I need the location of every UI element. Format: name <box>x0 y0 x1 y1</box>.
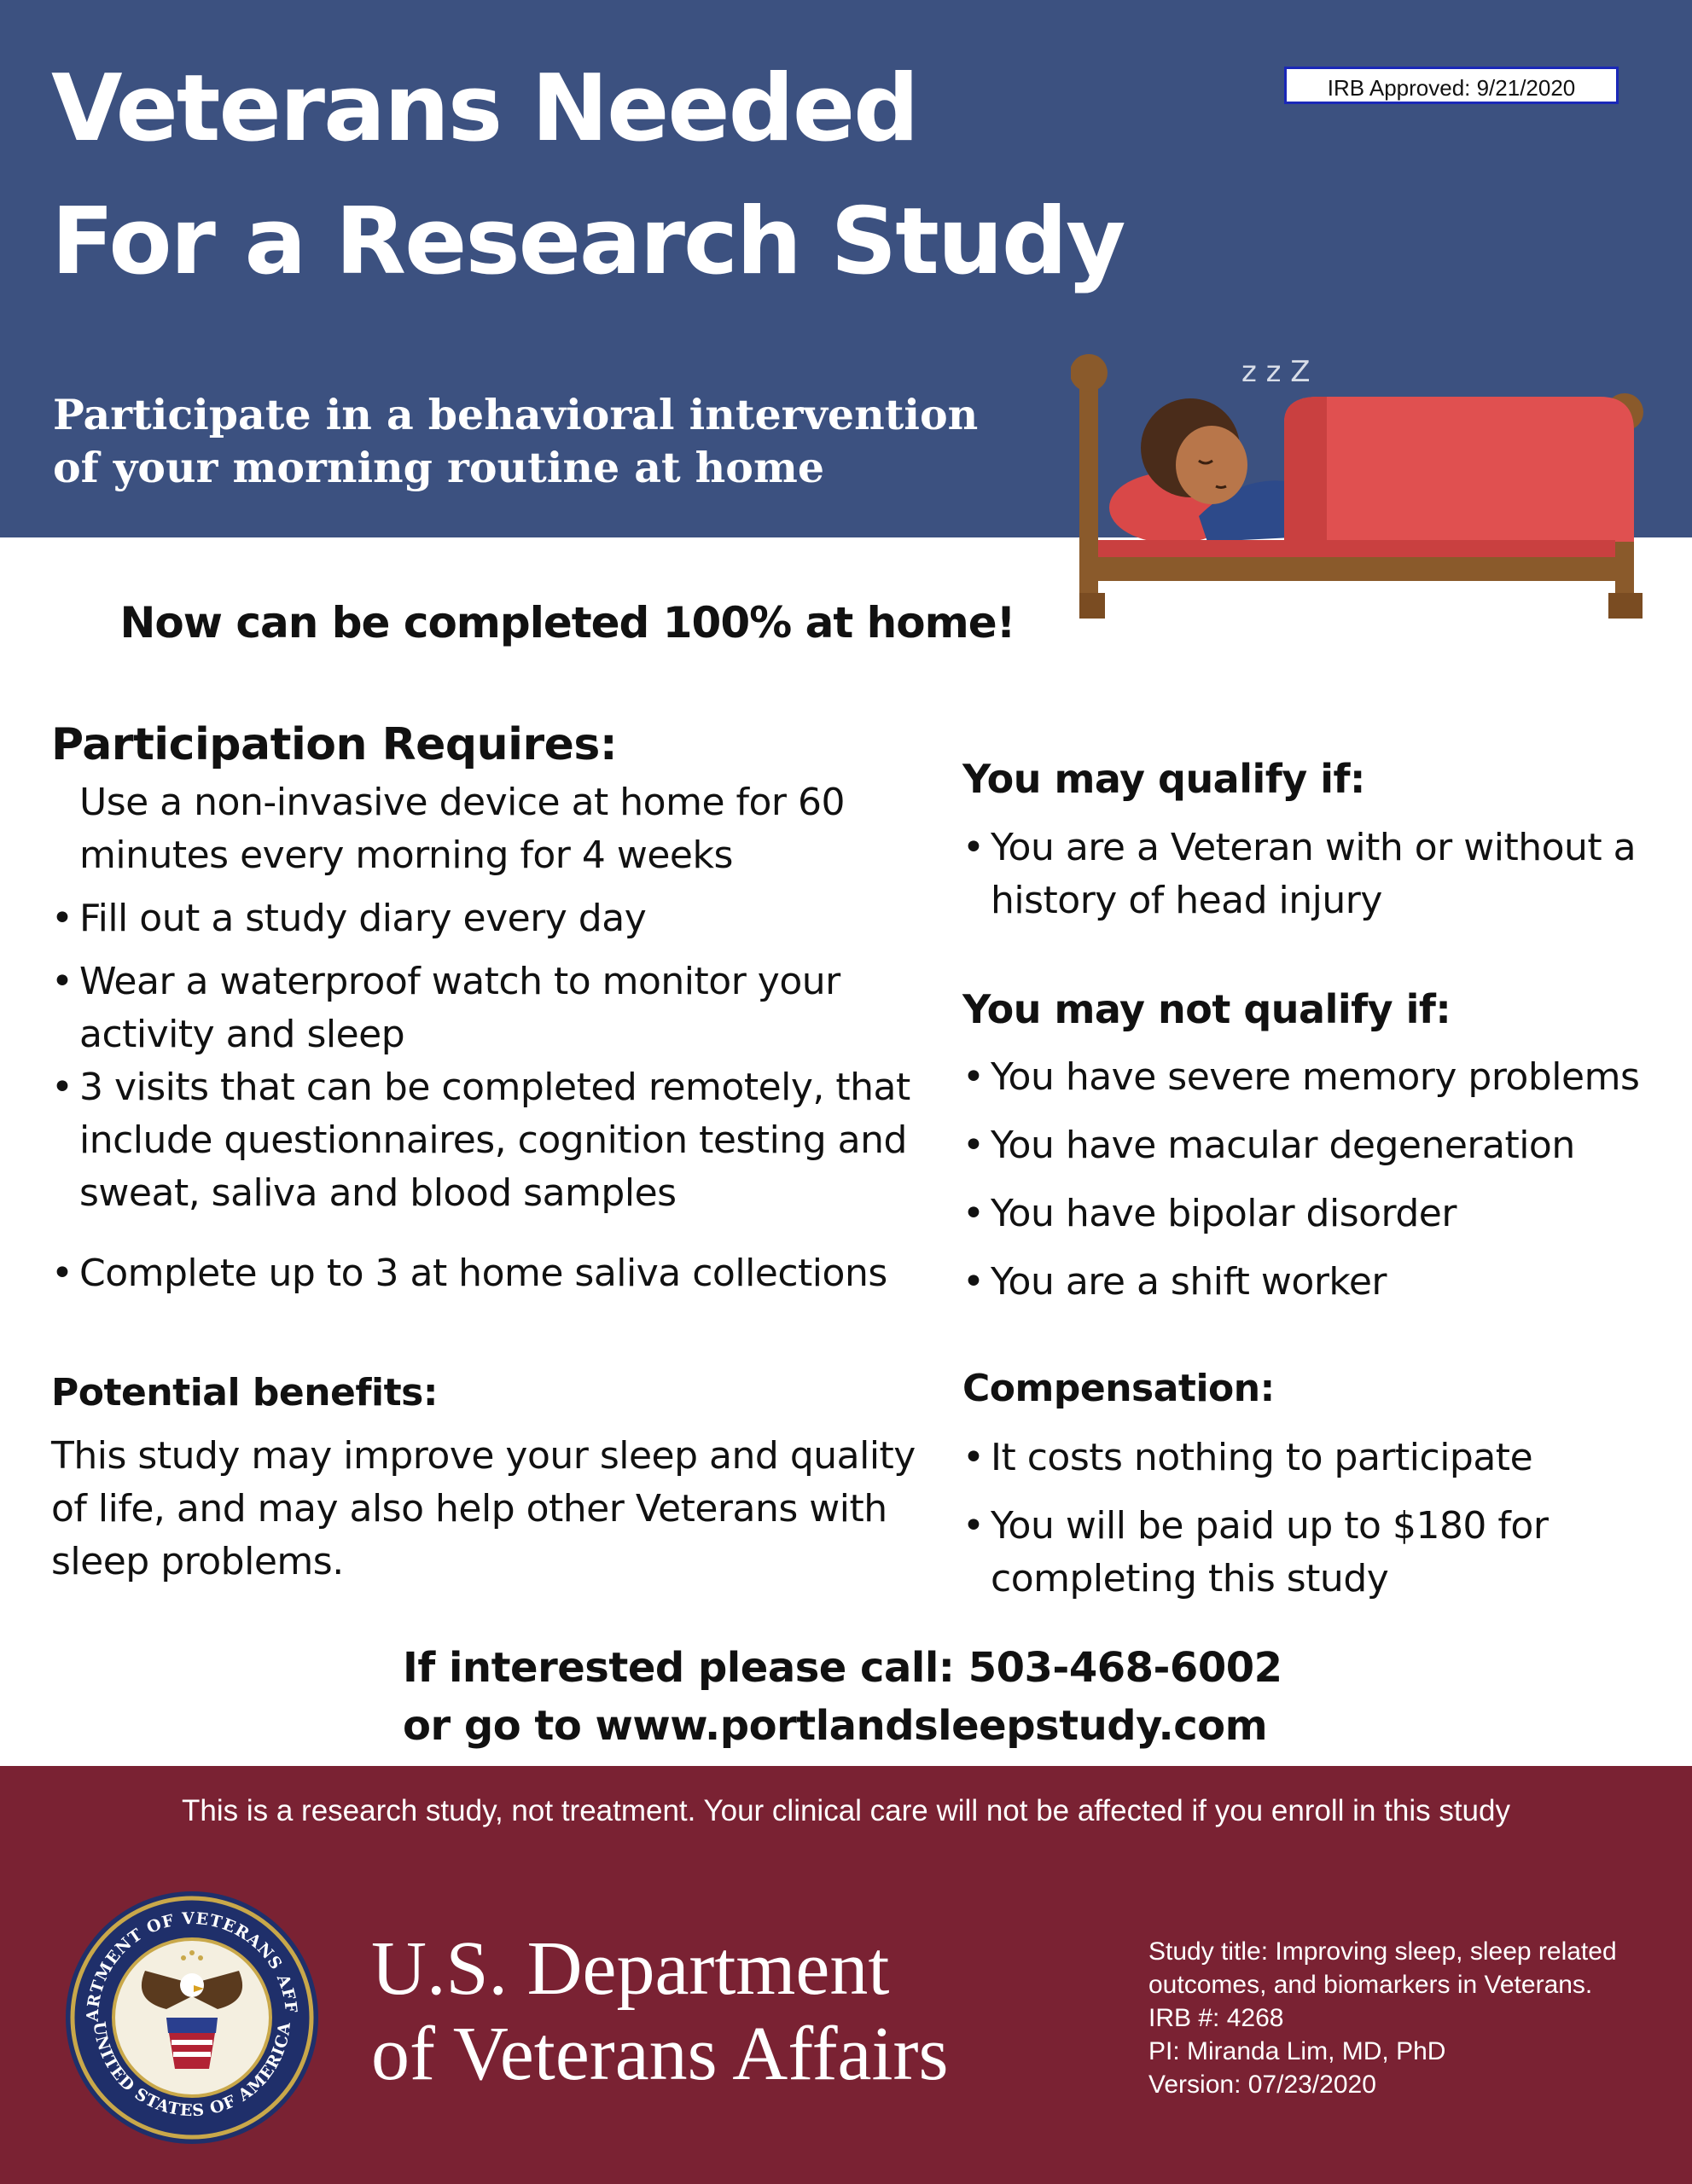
list-item-text: Use a non-invasive device at home for 60… <box>79 781 845 877</box>
list-item: • 3 visits that can be completed remotely… <box>51 1061 956 1220</box>
mouth <box>1215 485 1227 489</box>
closed-eye <box>1198 459 1213 465</box>
not-qualify-heading: You may not qualify if: <box>962 986 1451 1032</box>
list-item: • You have severe memory problems <box>962 1051 1671 1104</box>
list-item: • Wear a waterproof watch to monitor your… <box>51 956 956 1061</box>
sleeping-person-illustration: z z Z <box>1071 354 1643 619</box>
dept-line-1: U.S. Department <box>371 1926 890 2011</box>
list-item-text: You have bipolar disorder <box>991 1192 1457 1235</box>
blanket-fold <box>1284 397 1327 542</box>
title-line-1: Veterans Needed <box>51 55 919 162</box>
title-line-2: For a Research Study <box>51 189 1126 295</box>
bullet: • <box>962 826 985 869</box>
bullet: • <box>51 1252 73 1295</box>
bed-leg-right <box>1608 593 1643 619</box>
list-item-text: Fill out a study diary every day <box>79 897 647 940</box>
not-qualify-list: • You have severe memory problems • You ha… <box>962 1051 1671 1324</box>
headboard-knob <box>1071 354 1108 392</box>
footer-banner: This is a research study, not treatment.… <box>0 1766 1692 2184</box>
compensation-heading: Compensation: <box>962 1367 1275 1410</box>
list-item: Use a non-invasive device at home for 60… <box>51 776 956 882</box>
participation-heading: Participation Requires: <box>51 719 618 770</box>
bed-leg-left <box>1079 593 1105 619</box>
list-item: • Fill out a study diary every day <box>51 892 956 945</box>
subtitle-line-1: Participate in a behavioral intervention <box>53 390 979 439</box>
benefits-heading: Potential benefits: <box>51 1371 438 1414</box>
pajama-body <box>1199 480 1293 542</box>
face <box>1176 426 1247 504</box>
bullet: • <box>962 1260 985 1304</box>
qualify-heading: You may qualify if: <box>962 756 1365 802</box>
list-item-text: Complete up to 3 at home saliva collecti… <box>79 1252 887 1295</box>
version: Version: 07/23/2020 <box>1148 2071 1376 2099</box>
headboard-post <box>1079 363 1098 619</box>
list-item-text: 3 visits that can be completed remotely,… <box>79 1066 910 1215</box>
snore-icon: z z Z <box>1241 355 1311 389</box>
mattress <box>1098 540 1615 557</box>
bullet: • <box>962 1504 985 1548</box>
list-item-text: It costs nothing to participate <box>991 1436 1533 1479</box>
header-banner: Veterans Needed For a Research Study IRB… <box>0 0 1692 537</box>
disclaimer-text: This is a research study, not treatment.… <box>182 1794 1510 1827</box>
list-item-text: Wear a waterproof watch to monitor your … <box>79 960 840 1056</box>
list-item-text: You will be paid up to $180 for completi… <box>991 1504 1549 1600</box>
list-item-text: You are a Veteran with or without a hist… <box>991 826 1637 922</box>
list-item-text: You are a shift worker <box>991 1260 1387 1304</box>
compensation-list: • It costs nothing to participate • You wi… <box>962 1432 1671 1621</box>
va-seal-icon: DEPARTMENT OF VETERANS AFFAIRS UNITED ST… <box>64 1890 318 2144</box>
participation-list: Use a non-invasive device at home for 60… <box>51 776 956 1300</box>
list-item-text: You have severe memory problems <box>991 1055 1640 1099</box>
va-department-name: U.S. Department of Veterans Affairs <box>371 1926 1139 2097</box>
bullet: • <box>962 1192 985 1235</box>
bullet: • <box>51 897 73 940</box>
principal-investigator: PI: Miranda Lim, MD, PhD <box>1148 2037 1446 2065</box>
study-info: Study title: Improving sleep, sleep rela… <box>1148 1935 1677 2101</box>
study-title: Study title: Improving sleep, sleep rela… <box>1148 1937 1617 1999</box>
list-item: • Complete up to 3 at home saliva collect… <box>51 1247 956 1300</box>
list-item-text: You have macular degeneration <box>991 1124 1575 1167</box>
dept-line-2: of Veterans Affairs <box>371 2012 949 2096</box>
subtitle: Participate in a behavioral intervention… <box>53 388 1077 494</box>
page-title: Veterans Needed For a Research Study <box>51 43 1203 309</box>
list-item: • It costs nothing to participate <box>962 1432 1671 1484</box>
bed-frame-rail <box>1088 557 1634 581</box>
list-item: • You will be paid up to $180 for complet… <box>962 1500 1671 1606</box>
irb-number: IRB #: 4268 <box>1148 2004 1284 2032</box>
bullet: • <box>51 960 73 1003</box>
completed-at-home-notice: Now can be completed 100% at home! <box>119 598 1016 648</box>
list-item: • You are a shift worker <box>962 1256 1671 1309</box>
bullet: • <box>962 1124 985 1167</box>
phone-line: If interested please call: 503-468-6002 <box>403 1644 1282 1692</box>
subtitle-line-2: of your morning routine at home <box>53 443 825 492</box>
bullet: • <box>51 1066 73 1109</box>
list-item: • You have macular degeneration <box>962 1119 1671 1172</box>
bullet: • <box>962 1055 985 1099</box>
website-line: or go to www.portlandsleepstudy.com <box>403 1702 1268 1750</box>
qualify-list: • You are a Veteran with or without a his… <box>962 822 1671 927</box>
bullet: • <box>962 1436 985 1479</box>
irb-approved-badge: IRB Approved: 9/21/2020 <box>1284 67 1619 104</box>
list-item: • You are a Veteran with or without a his… <box>962 822 1671 927</box>
blanket <box>1284 397 1634 542</box>
benefits-text: This study may improve your sleep and qu… <box>51 1434 916 1583</box>
list-item: • You have bipolar disorder <box>962 1188 1671 1240</box>
